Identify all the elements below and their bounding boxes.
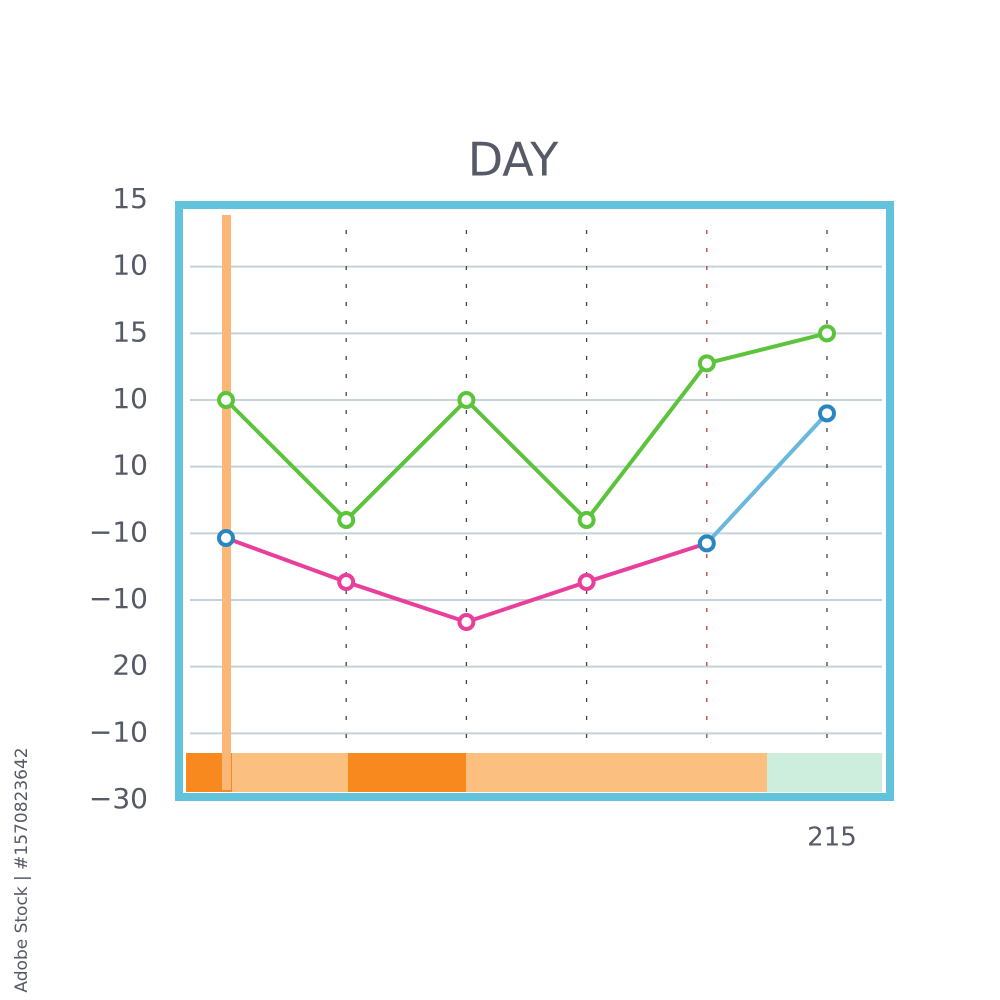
y-tick-label: 20 — [112, 649, 148, 682]
y-tick-label: 10 — [112, 449, 148, 482]
y-tick-label: 15 — [112, 182, 148, 215]
point — [457, 613, 476, 631]
point — [577, 511, 596, 529]
y-tick-label: 10 — [112, 249, 148, 282]
plot-frame — [175, 201, 894, 801]
y-tick-label: 10 — [112, 382, 148, 415]
point — [217, 391, 235, 409]
bottom-strip — [186, 753, 882, 792]
line-segment — [224, 536, 349, 584]
point — [457, 391, 476, 409]
point — [697, 534, 716, 553]
point — [697, 354, 716, 373]
strip-block — [348, 753, 466, 792]
chart-title: DAY — [468, 133, 560, 187]
line — [224, 331, 828, 522]
watermark: Adobe Stock | #1570823642 — [12, 747, 32, 992]
line-segment — [584, 541, 709, 584]
line-segment — [704, 411, 829, 546]
strip-block — [232, 753, 348, 792]
annotation: 215 — [807, 823, 857, 853]
point — [217, 529, 235, 547]
point — [337, 511, 356, 529]
y-tick-label: −10 — [89, 715, 148, 748]
point — [337, 573, 356, 591]
y-tick-label: −10 — [89, 582, 148, 615]
point — [818, 324, 836, 343]
y-tick-label: 15 — [112, 315, 148, 348]
y-tick-label: −10 — [89, 515, 148, 548]
strip-block — [767, 753, 882, 792]
line-segment — [464, 580, 589, 624]
point — [818, 404, 836, 423]
point — [577, 573, 596, 591]
vertical-band — [222, 215, 231, 790]
line-segment — [344, 580, 469, 624]
y-tick-label: −30 — [89, 782, 148, 815]
strip-block — [466, 753, 767, 792]
